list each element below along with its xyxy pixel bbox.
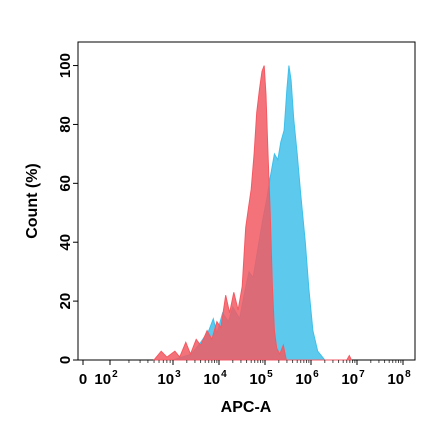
x-tick-label: 106	[295, 369, 319, 388]
y-tick-label: 0	[57, 356, 74, 364]
histogram-series-2	[152, 65, 353, 361]
x-tick-label: 108	[387, 369, 411, 388]
series-layer	[152, 65, 353, 361]
y-tick-label: 60	[57, 175, 74, 192]
tick-layer: 0 20 40 60 80 100 0 102 103 104 105 106 107 108	[57, 53, 411, 388]
x-tick-label: 104	[203, 369, 227, 388]
y-axis-title: Count (%)	[24, 163, 41, 239]
y-tick-label: 80	[57, 116, 74, 133]
y-tick-label: 40	[57, 234, 74, 251]
y-tick-label: 100	[57, 53, 74, 78]
x-tick-label: 107	[341, 369, 365, 388]
x-tick-label: 105	[249, 369, 273, 388]
x-tick-label: 102	[94, 369, 118, 388]
x-tick-label: 0	[79, 371, 87, 388]
y-tick-label: 20	[57, 293, 74, 310]
x-axis-title: APC-A	[221, 399, 272, 416]
x-tick-label: 103	[157, 369, 181, 388]
